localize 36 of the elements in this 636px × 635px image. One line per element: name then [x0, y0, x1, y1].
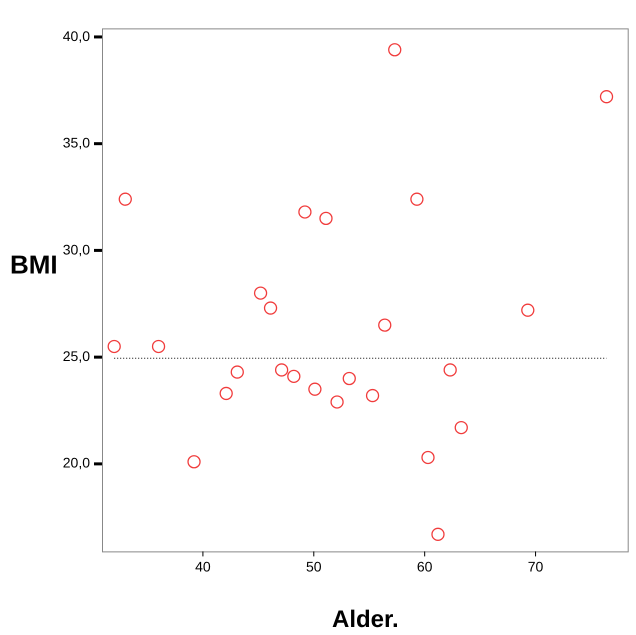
- point: [308, 382, 322, 396]
- x-axis-title: Alder.: [332, 606, 399, 634]
- point: [187, 455, 201, 468]
- point: [254, 286, 268, 300]
- y-tick-label: 30,0: [62, 241, 90, 258]
- point: [230, 365, 244, 379]
- point: [118, 192, 132, 206]
- point: [421, 450, 435, 464]
- point: [454, 420, 468, 434]
- point: [600, 90, 614, 104]
- point: [287, 370, 300, 384]
- point: [410, 192, 424, 206]
- x-tick-label: 70: [528, 558, 544, 575]
- point: [274, 363, 288, 377]
- point: [521, 304, 534, 317]
- point: [330, 395, 344, 409]
- y-axis-title: BMI: [10, 250, 58, 280]
- y-tick-label: 20,0: [62, 454, 90, 471]
- point: [108, 340, 121, 354]
- x-tick-label: 60: [416, 558, 433, 575]
- point: [152, 340, 166, 354]
- x-tick-label: 40: [195, 558, 211, 575]
- point: [220, 386, 233, 400]
- point: [388, 43, 402, 56]
- point: [319, 212, 333, 226]
- point: [342, 372, 356, 386]
- point: [378, 318, 392, 332]
- point: [298, 205, 312, 219]
- x-tick-label: 50: [306, 558, 322, 575]
- y-tick-label: 35,0: [62, 134, 90, 151]
- point: [431, 528, 445, 541]
- y-tick-label: 40,0: [62, 28, 90, 44]
- point: [264, 301, 278, 315]
- point: [444, 363, 457, 377]
- point: [366, 388, 380, 402]
- y-tick-label: 25,0: [62, 348, 90, 364]
